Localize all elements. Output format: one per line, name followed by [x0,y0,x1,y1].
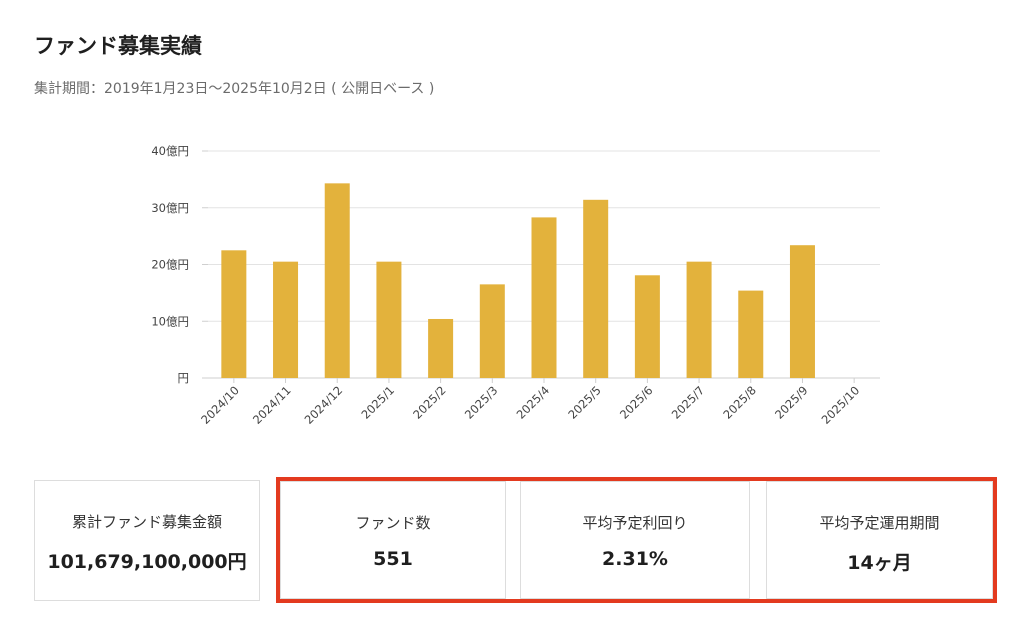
bar [376,261,402,378]
total-amount-label: 累計ファンド募集金額 [71,513,222,531]
aggregation-period: 集計期間：2019年1月23日〜2025年10月2日 ( 公開日ベース ) [34,81,435,97]
y-tick-label: 30億円 [151,201,189,215]
x-tick-label: 2025/3 [462,383,501,422]
fund-count-value: 551 [373,548,413,570]
bar [273,261,299,378]
bar [221,250,247,378]
bar [583,199,609,378]
y-tick-label: 40億円 [151,144,189,158]
fund-count-card: ファンド数 551 [280,481,506,599]
x-tick-label: 2024/12 [302,383,346,427]
bar [634,275,660,378]
x-tick-label: 2025/1 [359,383,398,422]
x-tick-label: 2025/8 [720,383,759,422]
x-tick-label: 2025/6 [617,383,656,422]
y-tick-label: 10億円 [151,314,189,328]
x-tick-label: 2025/2 [410,383,449,422]
fund-bar-chart: 円 10億円 20億円 30億円 40億円 2024/10 2024/11 2024/12 20… [151,144,880,427]
y-tick-label: 円 [178,371,190,385]
average-yield-label: 平均予定利回り [582,514,688,532]
bar [428,318,454,378]
x-tick-label: 2024/10 [198,383,242,427]
x-tick-label: 2025/4 [514,383,553,422]
bar [479,284,505,378]
x-tick-label: 2025/7 [669,383,708,422]
x-tick-label: 2025/5 [565,383,604,422]
bar [738,290,764,378]
page-title: ファンド募集実績 [34,34,202,58]
total-amount-card: 累計ファンド募集金額 101,679,100,000円 [34,480,260,601]
bar [531,217,557,378]
x-tick-label: 2025/9 [772,383,811,422]
average-yield-value: 2.31% [602,548,668,570]
average-yield-card: 平均予定利回り 2.31% [520,481,750,599]
x-tick-label: 2024/11 [250,383,294,427]
fund-count-label: ファンド数 [355,514,431,532]
bar [324,183,350,378]
average-term-value: 14ヶ月 [847,552,912,574]
y-tick-label: 20億円 [151,258,189,272]
highlight-frame [276,477,997,603]
average-term-label: 平均予定運用期間 [819,514,940,532]
total-amount-value: 101,679,100,000円 [47,551,247,573]
x-tick-label: 2025/10 [819,383,863,427]
bar [789,245,815,378]
bar [686,261,712,378]
average-term-card: 平均予定運用期間 14ヶ月 [766,481,993,599]
